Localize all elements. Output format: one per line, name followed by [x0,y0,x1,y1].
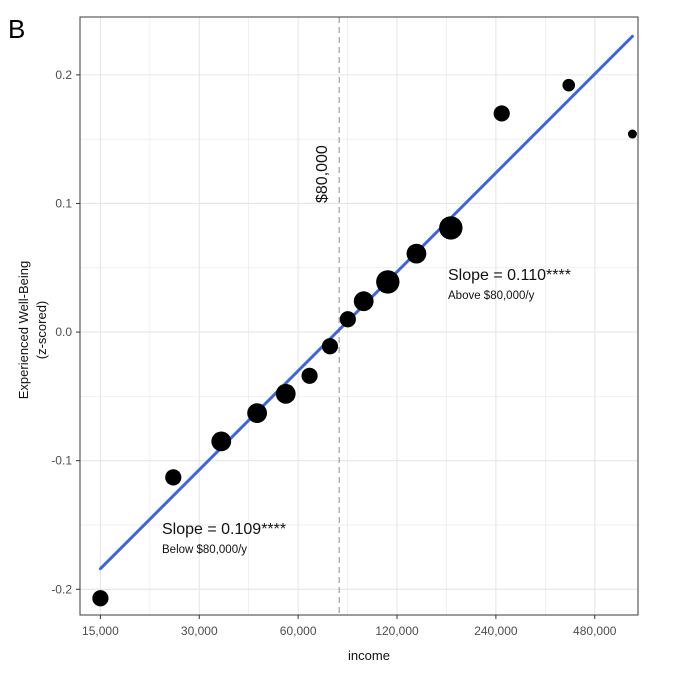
grid [80,17,638,615]
x-tick-label: 60,000 [280,624,317,638]
x-tick-label: 120,000 [375,624,419,638]
y-tick-label: 0.2 [55,68,72,82]
data-point [406,243,427,264]
data-point [321,338,339,355]
y-tick-label: -0.1 [51,454,72,468]
y-tick-label: -0.2 [51,582,72,596]
y-tick-label: 0.0 [55,325,72,339]
x-tick-label: 30,000 [181,624,218,638]
data-point [376,270,400,294]
x-axis-title: income [348,648,390,663]
data-point [165,469,182,486]
y-axis-title-line2: (z-scored) [34,301,49,360]
y-axis-title-line1: Experienced Well-Being [16,261,31,400]
below-range-annotation: Below $80,000/y [162,544,247,556]
data-point [275,383,296,404]
threshold-label: $80,000 [314,145,331,203]
data-point [301,367,318,384]
data-point [562,78,576,92]
data-point [493,105,510,122]
data-point [439,216,463,240]
above-range-annotation: Above $80,000/y [448,290,535,302]
panel-border [79,16,639,616]
x-tick-label: 480,000 [573,624,617,638]
x-tick-label: 240,000 [474,624,518,638]
data-points [92,78,637,607]
above-slope-annotation: Slope = 0.110**** [448,267,571,284]
data-point [627,129,637,139]
y-tick-label: 0.1 [55,196,72,210]
data-point [211,431,232,452]
data-point [247,403,268,423]
data-point [339,311,356,328]
below-slope-annotation: Slope = 0.109**** [162,521,286,538]
data-point [92,590,109,607]
data-point [353,291,374,312]
x-tick-label: 15,000 [82,624,119,638]
panel-label: B [8,14,25,44]
y-axis: -0.2 -0.1 0.0 0.1 0.2 [51,68,80,596]
x-axis: 15,000 30,000 60,000 120,000 240,000 480,000 [82,615,617,638]
